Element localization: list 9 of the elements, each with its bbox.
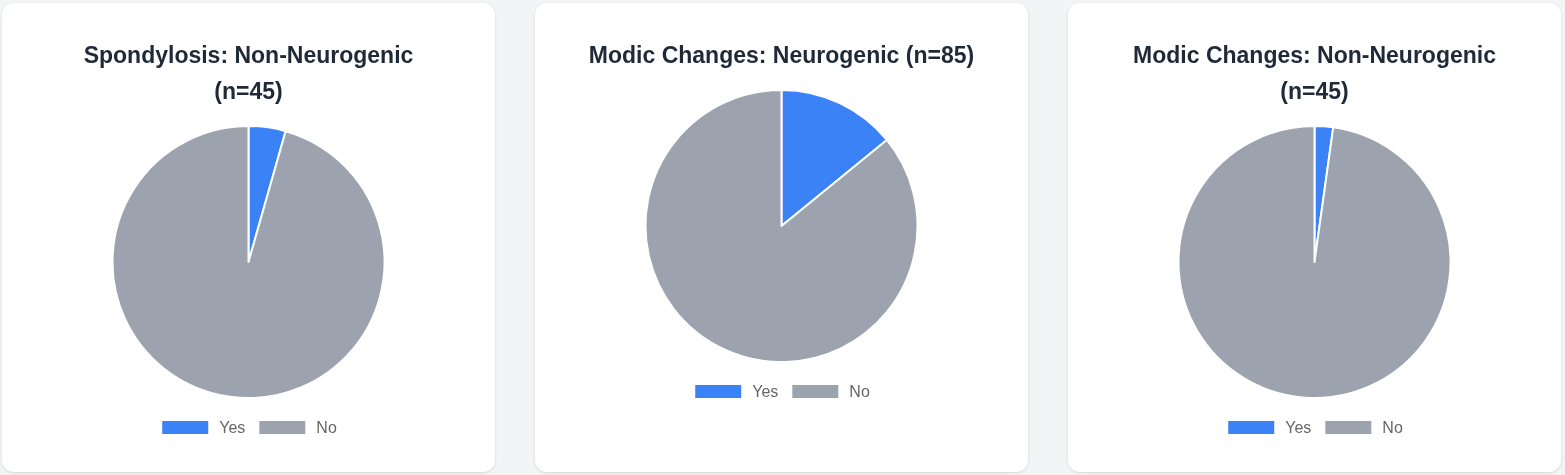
chart-title: Modic Changes: Non-Neurogenic (n=45) — [1133, 42, 1497, 104]
legend-label: No — [849, 383, 870, 400]
legend-label: Yes — [752, 383, 779, 400]
legend-label: Yes — [1285, 419, 1312, 436]
legend-label: No — [316, 419, 337, 436]
legend-label: No — [1382, 419, 1403, 436]
chart-title: Spondylosis: Non-Neurogenic (n=45) — [83, 42, 414, 104]
legend-label: Yes — [219, 419, 246, 436]
chart-title: Modic Changes: Neurogenic (n=85) — [588, 42, 975, 68]
